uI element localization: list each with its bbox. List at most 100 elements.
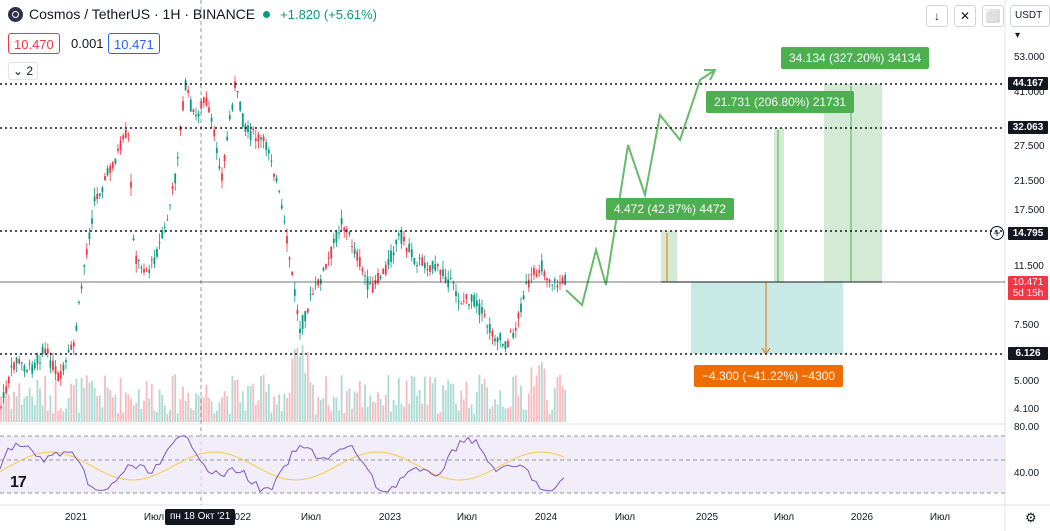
candle-body [358, 257, 361, 267]
target1-label[interactable]: 4.472 (42.87%) 4472 [606, 198, 735, 220]
candle-body [210, 117, 213, 122]
candle-body [504, 341, 507, 350]
candle-body [520, 303, 522, 313]
candle-body [306, 308, 309, 313]
volume-bar [296, 347, 299, 422]
candle-body [530, 274, 533, 276]
candle-body [122, 135, 125, 140]
candle-body [215, 148, 218, 154]
candle-body [514, 328, 517, 331]
volume-bar [470, 404, 473, 422]
cosmos-logo-icon [8, 6, 23, 22]
candle-body [384, 264, 387, 275]
volume-bar [18, 383, 21, 422]
target2-label[interactable]: 21.731 (206.80%) 21731 [706, 91, 855, 113]
candle-body [369, 282, 372, 285]
currency-select[interactable]: USDT ▾ [1010, 5, 1050, 41]
price-axis-label: 7.500 [1014, 320, 1040, 331]
expand-button[interactable]: ✕ [954, 5, 976, 27]
volume-bar [408, 403, 411, 422]
volume-bar [325, 376, 327, 422]
candle-body [356, 251, 359, 261]
candle-body [455, 291, 457, 297]
volume-bar [85, 375, 88, 422]
indicators-toggle[interactable]: ⌄ 2 [8, 62, 39, 80]
price-axis-label: 17.500 [1014, 205, 1045, 216]
candle-body [494, 338, 496, 342]
volume-bar [421, 403, 424, 422]
candle-body [85, 249, 88, 255]
volume-bar [348, 388, 351, 422]
volume-bar [371, 401, 374, 422]
volume-bar [343, 413, 346, 422]
candle-body [62, 364, 65, 371]
symbol-title[interactable]: Cosmos / TetherUS · 1H · BINANCE [29, 6, 256, 22]
volume-bar [309, 381, 312, 422]
volume-bar [405, 380, 408, 422]
volume-bar [26, 395, 28, 422]
volume-bar [397, 377, 400, 422]
candle-body [31, 364, 34, 374]
candle-body [382, 268, 385, 275]
volume-bar [210, 401, 213, 422]
candle-body [517, 312, 520, 319]
volume-bar [488, 408, 491, 422]
candle-body [535, 273, 538, 277]
volume-bar [491, 406, 494, 422]
volume-bar [176, 413, 179, 422]
candle-body [564, 274, 567, 285]
candle-body [54, 366, 57, 375]
symbol-header[interactable]: Cosmos / TetherUS · 1H · BINANCE +1.820 … [8, 6, 377, 22]
volume-bar [234, 380, 236, 422]
candle-body [72, 342, 75, 347]
add-alert-plus-icon[interactable]: + [990, 226, 1004, 240]
volume-bar [5, 394, 8, 422]
volume-bar [520, 386, 522, 422]
volume-bar [369, 395, 372, 422]
fullscreen-button[interactable]: ⬜ [982, 5, 1004, 27]
volume-bar [499, 390, 502, 422]
stop-loss-label[interactable]: −4.300 (−41.22%) −4300 [694, 365, 844, 387]
indicator-count: 2 [26, 64, 34, 78]
candle-body [319, 279, 322, 285]
volume-bar [72, 385, 75, 422]
volume-bar [33, 404, 36, 422]
volume-bar [509, 406, 512, 422]
volume-bar [174, 374, 177, 422]
volume-bar [455, 403, 457, 422]
candle-body [286, 236, 288, 244]
volume-bar [496, 404, 499, 422]
sell-price-button[interactable]: 10.470 [8, 33, 60, 54]
down-arrow-button[interactable]: ↓ [926, 5, 948, 27]
candle-body [486, 326, 489, 328]
candle-body [130, 181, 132, 188]
buy-price-button[interactable]: 10.471 [108, 33, 160, 54]
volume-bar [91, 380, 93, 422]
candle-body [278, 191, 281, 193]
tradingview-logo-icon[interactable]: 17 [10, 474, 27, 491]
volume-bar [332, 396, 335, 422]
volume-bar [483, 378, 486, 422]
volume-bar [278, 394, 281, 422]
volume-bar [501, 406, 504, 422]
candle-body [449, 278, 452, 280]
volume-bar [265, 391, 268, 422]
volume-bar [270, 412, 273, 422]
time-axis-label: Июл [300, 512, 322, 523]
volume-bar [429, 376, 431, 422]
volume-bar [223, 391, 226, 422]
volume-bar [457, 410, 460, 422]
volume-bar [364, 384, 366, 422]
candle-body [473, 295, 476, 307]
candle-body [418, 257, 421, 259]
target1-zone [661, 231, 677, 282]
candle-body [101, 187, 104, 193]
candle-body [228, 115, 231, 120]
volume-bar [478, 374, 481, 422]
candle-body [208, 107, 210, 113]
target3-label[interactable]: 34.134 (327.20%) 34134 [781, 47, 930, 69]
volume-bar [239, 402, 242, 422]
gear-icon[interactable]: ⚙ [1025, 510, 1037, 525]
volume-bar [117, 412, 119, 422]
